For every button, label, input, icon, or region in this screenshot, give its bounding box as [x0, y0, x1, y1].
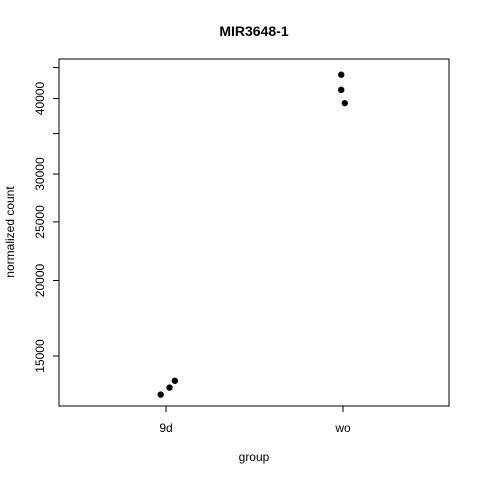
x-axis-label: group — [239, 450, 270, 464]
data-point — [171, 377, 179, 384]
y-tick-label: 25000 — [33, 205, 47, 239]
y-tick-label: 15000 — [33, 339, 47, 373]
data-point — [341, 99, 348, 107]
x-axis: 9d wo — [159, 406, 351, 435]
data-points — [157, 71, 348, 398]
y-axis: 15000 20000 25000 30000 40000 — [33, 67, 59, 373]
data-point — [338, 86, 345, 94]
data-point — [338, 71, 345, 78]
y-tick-label: 40000 — [33, 82, 47, 116]
y-axis-label: normalized count — [3, 186, 17, 278]
y-tick-label: 20000 — [33, 263, 47, 297]
x-tick-label: wo — [334, 421, 351, 435]
y-tick-label: 30000 — [33, 157, 47, 191]
data-point — [157, 391, 164, 398]
chart-title: MIR3648-1 — [219, 23, 288, 39]
plot-frame — [58, 58, 450, 407]
x-tick-label: 9d — [159, 421, 172, 435]
data-point — [166, 384, 173, 391]
